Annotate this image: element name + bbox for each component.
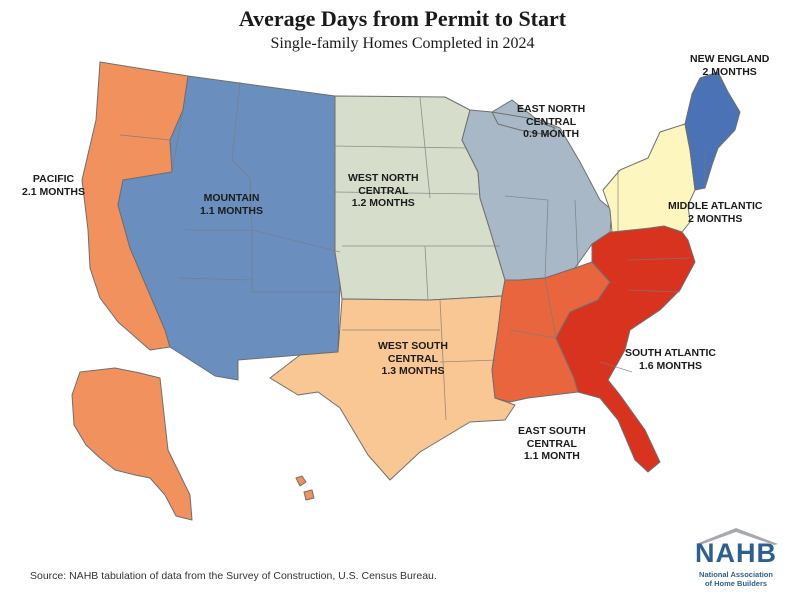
label-middle-atlantic-value: 2 MONTHS <box>688 212 743 225</box>
label-east-north-central-name-1: EAST NORTH <box>517 103 586 115</box>
house-roof-icon <box>696 528 778 545</box>
label-west-south-central-name-1: WEST SOUTH <box>378 340 448 352</box>
region-south-atlantic <box>555 225 696 473</box>
label-east-south-central-value: 1.1 MONTH <box>523 450 580 462</box>
map-title: Average Days from Permit to Start <box>238 6 567 31</box>
label-middle-atlantic: MIDDLE ATLANTIC 2 MONTHS <box>668 200 763 225</box>
region-new-england <box>684 71 741 191</box>
label-new-england-value: 2 MONTHS <box>702 65 757 78</box>
region-middle-atlantic <box>602 123 696 233</box>
region-east-north-central-mi <box>491 111 556 136</box>
logo-wordmark: NAHB <box>695 538 777 568</box>
logo-line-1: National Association <box>699 570 773 579</box>
label-pacific-value: 2.1 MONTHS <box>22 185 86 198</box>
logo-line-2: of Home Builders <box>704 579 768 588</box>
region-pacific-alaska <box>71 367 193 521</box>
label-west-south-central: WEST SOUTH CENTRAL 1.3 MONTHS <box>378 340 448 378</box>
label-mountain-name: MOUNTAIN <box>203 192 260 204</box>
label-south-atlantic-name: SOUTH ATLANTIC <box>625 347 716 359</box>
label-east-south-central-name-2: CENTRAL <box>526 437 577 450</box>
label-west-north-central-name-1: WEST NORTH <box>348 172 419 184</box>
label-new-england: NEW ENGLAND 2 MONTHS <box>690 53 769 78</box>
nahb-logo: NAHB National Association of Home Builde… <box>686 524 786 594</box>
label-east-north-central-value: 0.9 MONTH <box>523 128 580 140</box>
label-new-england-name: NEW ENGLAND <box>690 53 770 65</box>
source-note: Source: NAHB tabulation of data from the… <box>30 570 437 582</box>
label-mountain: MOUNTAIN 1.1 MONTHS <box>200 192 263 217</box>
label-south-atlantic-value: 1.6 MONTHS <box>638 359 702 372</box>
state-borders <box>119 81 706 421</box>
label-west-north-central-name-2: CENTRAL <box>358 184 409 197</box>
label-east-north-central: EAST NORTH CENTRAL 0.9 MONTH <box>517 103 585 141</box>
label-pacific-name: PACIFIC <box>32 173 75 185</box>
label-west-south-central-name-2: CENTRAL <box>387 352 439 365</box>
region-pacific-hawaii <box>295 475 315 501</box>
logo-subtitle: National Association of Home Builders <box>686 570 786 588</box>
label-west-north-central: WEST NORTH CENTRAL 1.2 MONTHS <box>348 172 419 210</box>
label-east-south-central: EAST SOUTH CENTRAL 1.1 MONTH <box>518 425 586 463</box>
label-middle-atlantic-name: MIDDLE ATLANTIC <box>668 200 763 212</box>
label-east-north-central-name-2: CENTRAL <box>526 115 577 128</box>
label-south-atlantic: SOUTH ATLANTIC 1.6 MONTHS <box>625 347 716 372</box>
label-east-south-central-name-1: EAST SOUTH <box>518 425 586 437</box>
label-west-south-central-value: 1.3 MONTHS <box>381 365 445 377</box>
map-subtitle: Single-family Homes Completed in 2024 <box>270 35 535 52</box>
label-mountain-value: 1.1 MONTHS <box>200 204 264 217</box>
label-west-north-central-value: 1.2 MONTHS <box>351 197 415 209</box>
label-pacific: PACIFIC 2.1 MONTHS <box>22 173 85 198</box>
